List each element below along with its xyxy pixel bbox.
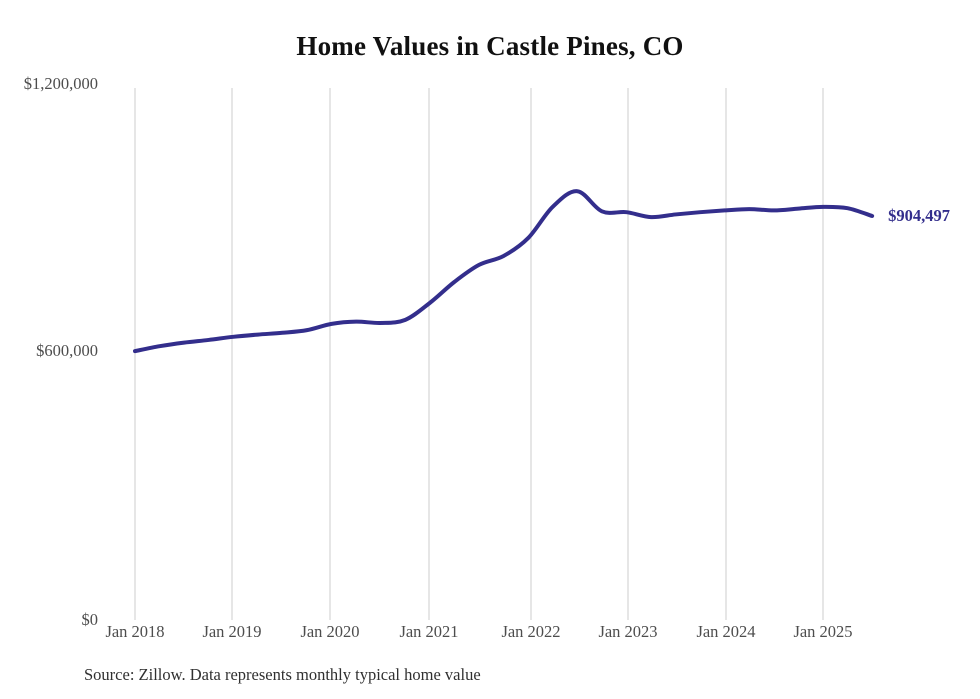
vertical-gridlines xyxy=(134,88,824,620)
end-point-value-label: $904,497 xyxy=(888,205,951,225)
x-axis-tick-jan-2021: Jan 2021 xyxy=(399,622,459,641)
x-axis-tick-jan-2023: Jan 2023 xyxy=(598,622,658,641)
chart-title: Home Values in Castle Pines, CO xyxy=(296,31,684,61)
x-axis-tick-jan-2018: Jan 2018 xyxy=(105,622,165,641)
x-axis-tick-jan-2020: Jan 2020 xyxy=(300,622,360,641)
x-axis-tick-jan-2019: Jan 2019 xyxy=(202,622,262,641)
home-value-line xyxy=(133,189,875,354)
y-axis-tick-label: $600,000 xyxy=(36,341,98,360)
y-axis-tick-label: $1,200,000 xyxy=(23,74,98,93)
x-axis-tick-jan-2022: Jan 2022 xyxy=(501,622,561,641)
x-axis-tick-jan-2025: Jan 2025 xyxy=(793,622,853,641)
y-axis-tick-label: $0 xyxy=(81,610,99,629)
source-note: Source: Zillow. Data represents monthly … xyxy=(84,665,481,684)
x-axis-tick-jan-2024: Jan 2024 xyxy=(696,622,756,641)
